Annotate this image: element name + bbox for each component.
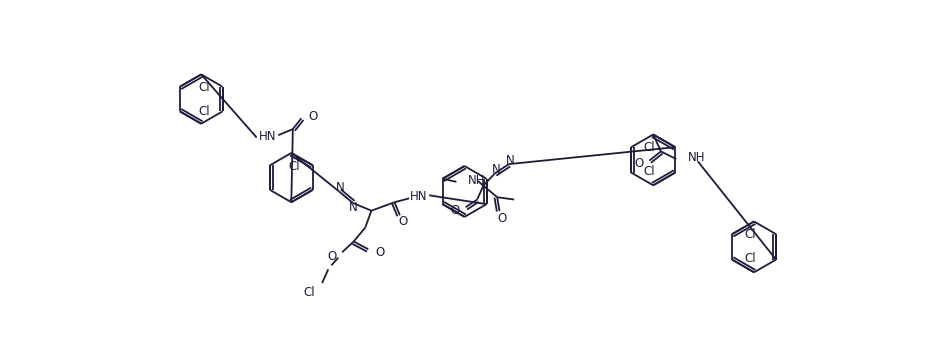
Text: Cl: Cl [644,165,655,178]
Text: Cl: Cl [198,105,211,118]
Text: N: N [335,181,345,194]
Text: N: N [506,154,514,167]
Text: O: O [375,246,384,259]
Text: O: O [398,215,408,228]
Text: Cl: Cl [745,252,756,265]
Text: O: O [497,211,507,225]
Text: HN: HN [259,130,277,142]
Text: Cl: Cl [289,160,300,172]
Text: N: N [492,163,501,176]
Text: N: N [349,201,358,214]
Text: Cl: Cl [304,286,315,299]
Text: O: O [450,204,460,217]
Text: Cl: Cl [644,141,655,155]
Text: HN: HN [410,190,427,203]
Text: NH: NH [688,151,705,164]
Text: O: O [309,110,317,123]
Text: Cl: Cl [198,81,211,94]
Text: NH: NH [468,174,485,187]
Text: O: O [634,157,643,170]
Text: Cl: Cl [745,228,756,241]
Text: O: O [328,250,337,263]
